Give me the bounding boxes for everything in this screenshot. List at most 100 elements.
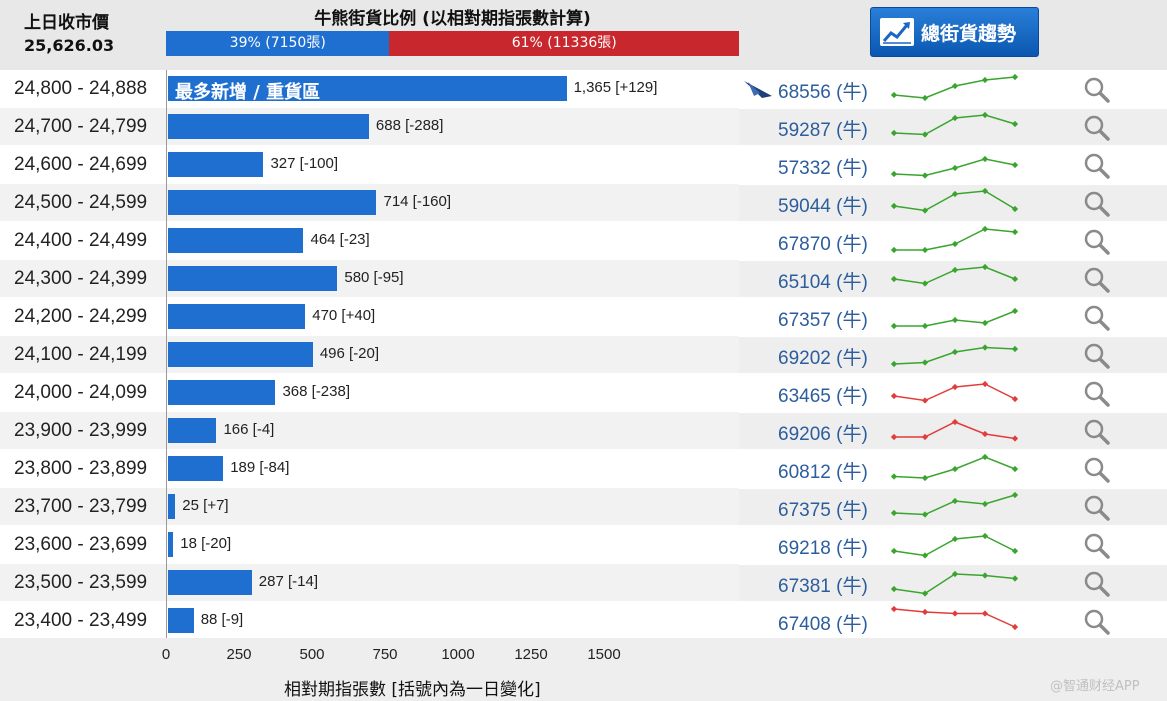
magnifier-icon[interactable] — [1083, 608, 1111, 636]
sparkline-point — [890, 202, 898, 210]
magnifier-icon[interactable] — [1083, 418, 1111, 446]
chart-row: 24,300 - 24,399 580 [-95] 65104 (牛) — [0, 260, 1167, 298]
magnifier-icon[interactable] — [1083, 532, 1111, 560]
chart-footer: 0 250 500 750 1000 1250 1500 相對期指張數 [括號內為一日變化]… — [0, 638, 1167, 701]
sparkline-point — [951, 114, 959, 122]
sparkline-point — [1011, 435, 1019, 442]
sparkline-point — [951, 164, 959, 172]
sparkline-point — [1011, 161, 1019, 169]
sparkline-point — [951, 418, 959, 426]
chart-row: 24,800 - 24,888 最多新增 / 重貨區 1,365 [+129] 685… — [0, 70, 1167, 108]
magnifier-icon[interactable] — [1083, 114, 1111, 142]
header: 上日收市價 25,626.03 牛熊街貨比例 (以相對期指張數計算) 39% (… — [0, 0, 1167, 70]
street-count-link[interactable]: 60812 (牛) — [778, 462, 868, 483]
magnifier-icon[interactable] — [1083, 304, 1111, 332]
strike-range-label: 24,000 - 24,099 — [14, 382, 148, 403]
street-count-link[interactable]: 59044 (牛) — [778, 196, 868, 217]
sparkline-point — [890, 605, 898, 613]
row-background — [0, 222, 739, 259]
bull-ratio-segment: 39% (7150張) — [166, 31, 390, 56]
bar-value-label: 287 [-14] — [258, 573, 319, 590]
magnifier-icon[interactable] — [1083, 190, 1111, 218]
bar — [168, 494, 176, 519]
strike-range-label: 24,300 - 24,399 — [14, 268, 148, 289]
street-count-link[interactable]: 69218 (牛) — [778, 538, 868, 559]
street-count-link[interactable]: 67357 (牛) — [778, 310, 868, 331]
street-count-link[interactable]: 57332 (牛) — [778, 158, 868, 179]
row-background — [0, 526, 739, 563]
magnifier-icon[interactable] — [1083, 266, 1111, 294]
sparkline-point — [890, 322, 898, 330]
street-count-link[interactable]: 67870 (牛) — [778, 234, 868, 255]
street-count-link[interactable]: 63465 (牛) — [778, 386, 868, 407]
row-background — [739, 109, 1167, 145]
row-background — [0, 564, 739, 601]
sparkline-point — [1011, 623, 1019, 631]
street-count-link[interactable]: 69202 (牛) — [778, 348, 868, 369]
heaviest-zone-label: 最多新增 / 重貨區 — [175, 82, 321, 103]
bar-value-label: 464 [-23] — [310, 231, 370, 248]
bar — [168, 190, 377, 215]
x-tick-label: 750 — [372, 646, 398, 663]
chart-row: 23,700 - 23,799 25 [+7] 67375 (牛) — [0, 488, 1167, 526]
trend-sparkline — [890, 111, 1019, 138]
sparkline-point — [890, 509, 898, 517]
magnifier-icon[interactable] — [1083, 152, 1111, 180]
bar-value-label: 25 [+7] — [182, 497, 229, 514]
bar-value-label: 496 [-20] — [319, 345, 380, 362]
total-outstanding-trend-button[interactable]: 總街貨趨勢 — [870, 7, 1039, 57]
sparkline-point — [981, 319, 989, 327]
street-count-link[interactable]: 67381 (牛) — [778, 576, 868, 597]
row-background — [739, 489, 1167, 525]
sparkline-point — [981, 155, 989, 163]
sparkline-point — [981, 344, 989, 351]
magnifier-icon[interactable] — [1083, 456, 1111, 484]
sparkline-point — [951, 348, 959, 356]
magnifier-icon[interactable] — [1083, 342, 1111, 370]
sparkline-point — [981, 380, 989, 388]
sparkline-point — [921, 207, 929, 214]
strike-range-label: 24,500 - 24,599 — [14, 192, 148, 213]
prev-close-label: 上日收市價 — [24, 13, 109, 33]
sparkline-point — [981, 430, 989, 438]
magnifier-icon[interactable] — [1083, 570, 1111, 598]
row-background — [0, 412, 739, 449]
street-count-link[interactable]: 69206 (牛) — [778, 424, 868, 445]
bar — [168, 152, 264, 177]
row-background — [739, 565, 1167, 601]
street-count-link[interactable]: 67375 (牛) — [778, 500, 868, 521]
row-background — [739, 147, 1167, 183]
row-background — [0, 108, 739, 145]
street-count-link[interactable]: 59287 (牛) — [778, 120, 868, 141]
bar-value-label: 18 [-20] — [180, 535, 232, 552]
sparkline-point — [1011, 575, 1019, 582]
sparkline-point — [921, 131, 929, 138]
chart-row: 24,500 - 24,599 714 [-160] 59044 (牛) — [0, 184, 1167, 222]
sparkline-point — [981, 610, 989, 617]
row-background — [0, 336, 739, 373]
bar-value-label: 688 [-288] — [375, 117, 444, 134]
street-count-link[interactable]: 68556 (牛) — [778, 82, 868, 103]
row-background — [0, 298, 739, 335]
sparkline-point — [1011, 547, 1019, 555]
street-count-link[interactable]: 65104 (牛) — [778, 272, 868, 293]
sparkline-point — [921, 94, 929, 102]
bar: 最多新增 / 重貨區 — [168, 76, 567, 103]
sparkline-point — [890, 547, 898, 555]
sparkline-point — [890, 473, 898, 480]
sparkline-point — [951, 610, 959, 617]
magnifier-icon[interactable] — [1083, 228, 1111, 256]
bar-chart-rows: 24,800 - 24,888 最多新增 / 重貨區 1,365 [+129] 685… — [0, 70, 1167, 639]
row-background — [0, 374, 739, 411]
bull-bear-ratio-bar: 39% (7150張) 61% (11336張) — [166, 31, 739, 56]
street-count-link[interactable]: 67408 (牛) — [778, 614, 868, 635]
row-background — [0, 146, 739, 183]
sparkline-point — [1011, 491, 1019, 499]
sparkline-line — [893, 573, 1016, 595]
x-tick-label: 0 — [161, 646, 171, 663]
magnifier-icon[interactable] — [1083, 494, 1111, 522]
sparkline-point — [1011, 307, 1019, 315]
magnifier-icon[interactable] — [1083, 76, 1111, 104]
magnifier-icon[interactable] — [1083, 380, 1111, 408]
trend-sparkline — [890, 344, 1019, 368]
